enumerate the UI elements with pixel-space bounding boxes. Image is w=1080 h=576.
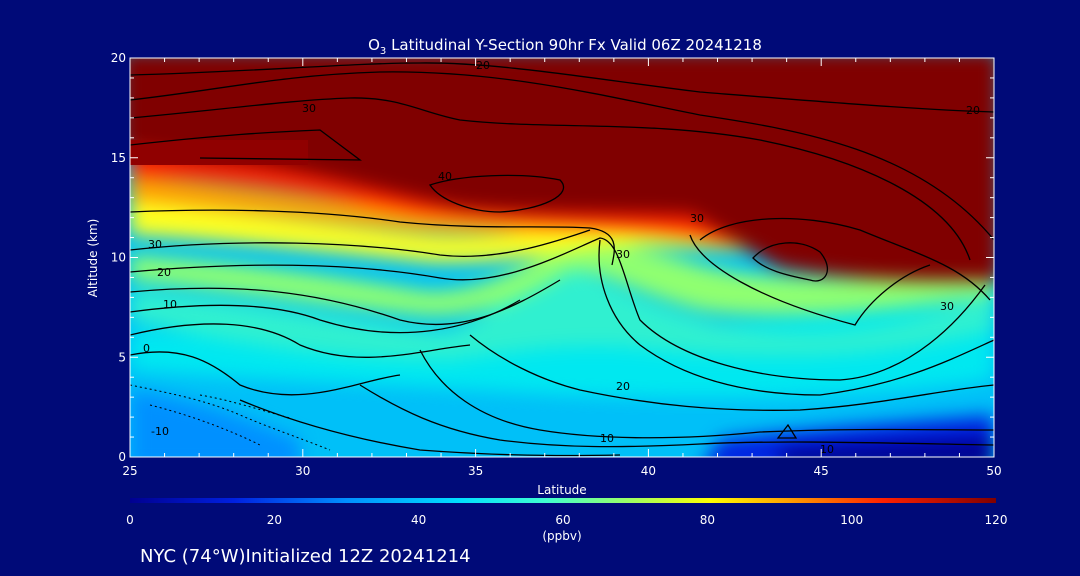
colorbar-tick-label: 60 — [555, 513, 570, 527]
y-axis-label: Altitude (km) — [86, 219, 100, 298]
y-tick-label: 0 — [118, 450, 126, 464]
contour-label: 0 — [143, 342, 150, 355]
x-tick-label: 45 — [814, 464, 829, 478]
chart-title: O3 Latitudinal Y-Section 90hr Fx Valid 0… — [368, 36, 762, 57]
band-navy — [780, 438, 994, 457]
contour-label: 20 — [616, 380, 630, 393]
colorbar-tick-label: 80 — [700, 513, 715, 527]
contour-label: 20 — [476, 59, 490, 72]
colorbar-tick-label: 0 — [126, 513, 134, 527]
contour-label: 20 — [157, 266, 171, 279]
contour-label: -10 — [151, 425, 169, 438]
y-tick-label: 5 — [118, 350, 126, 364]
y-axis: 0 5 10 15 20 — [111, 51, 994, 464]
contour-label: 30 — [616, 248, 630, 261]
y-tick-label: 20 — [111, 51, 126, 65]
band-cyan-high — [130, 300, 994, 398]
colorbar — [130, 498, 996, 503]
ozone-field — [130, 58, 994, 457]
x-tick-label: 35 — [468, 464, 483, 478]
contour-label: 40 — [438, 170, 452, 183]
x-axis-label: Latitude — [537, 483, 586, 497]
footer-text: NYC (74°W)Initialized 12Z 20241214 — [140, 546, 471, 567]
colorbar-tick-label: 40 — [411, 513, 426, 527]
band-blue-left — [130, 390, 300, 457]
band-maroon — [130, 58, 994, 281]
colorbar-tick-label: 20 — [267, 513, 282, 527]
y-tick-label: 10 — [111, 251, 126, 265]
colorbar-ticks: 0 20 40 60 80 100 120 — [126, 513, 1007, 527]
band-aqua — [130, 260, 994, 360]
contour-label: 20 — [966, 104, 980, 117]
contour-label: 30 — [940, 300, 954, 313]
colorbar-label: (ppbv) — [542, 529, 581, 543]
contour-label: 10 — [163, 298, 177, 311]
contour-lines — [130, 62, 994, 457]
x-tick-label: 30 — [295, 464, 310, 478]
x-axis: 25 30 35 40 45 50 — [122, 58, 1002, 478]
colorbar-tick-label: 120 — [985, 513, 1008, 527]
contour-label: 30 — [148, 238, 162, 251]
contour-labels: 20 30 20 40 30 30 20 10 30 20 10 0 -10 1… — [143, 59, 980, 456]
x-tick-label: 50 — [986, 464, 1001, 478]
contour-label: 10 — [820, 443, 834, 456]
contour-label: 30 — [302, 102, 316, 115]
contour-label: 10 — [600, 432, 614, 445]
band-green — [130, 240, 994, 316]
colorbar-tick-label: 100 — [840, 513, 863, 527]
contour-label: 30 — [690, 212, 704, 225]
y-tick-label: 15 — [111, 151, 126, 165]
x-tick-label: 40 — [641, 464, 656, 478]
x-tick-label: 25 — [122, 464, 137, 478]
